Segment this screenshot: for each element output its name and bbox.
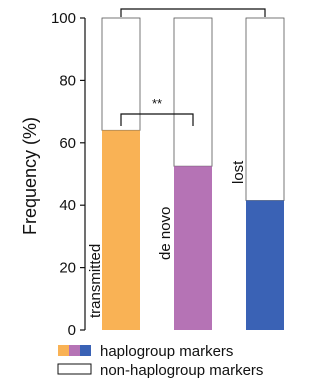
- y-tick-label: 20: [59, 260, 76, 277]
- y-axis-label: Frequency (%): [20, 117, 40, 235]
- y-axis-ticks: 0 20 40 60 80 100: [51, 10, 85, 339]
- legend-swatch-marker-blue: [80, 345, 91, 356]
- legend-label-non-haplogroup: non-haplogroup markers: [100, 362, 263, 379]
- bar-label-lost: lost: [230, 160, 247, 184]
- significance-label: **: [152, 96, 162, 111]
- bar-labels: transmitted de novo lost: [87, 160, 247, 318]
- bar-non-haplogroup-lost: [245, 17, 285, 201]
- bar-label-transmitted: transmitted: [87, 244, 104, 318]
- significance-bracket: [120, 113, 194, 126]
- bars: [101, 17, 285, 330]
- bar-haplogroup-transmitted: [102, 130, 140, 330]
- bar-haplogroup-lost: [246, 200, 284, 330]
- legend-label-haplogroup: haplogroup markers: [100, 343, 233, 360]
- legend-swatch-marker-orange: [58, 345, 69, 356]
- significance-bracket: [120, 8, 266, 17]
- legend-swatch-non-marker: [57, 363, 92, 375]
- significance-brackets: ******: [120, 0, 266, 126]
- bar-haplogroup-de-novo: [174, 166, 212, 330]
- y-tick-label: 0: [68, 322, 76, 339]
- legend-swatch-marker-purple: [69, 345, 80, 356]
- y-tick-label: 100: [51, 10, 76, 27]
- significance-label: ****: [183, 0, 203, 7]
- bar-label-de-novo: de novo: [157, 207, 174, 260]
- y-tick-label: 80: [59, 72, 76, 89]
- y-tick-label: 40: [59, 197, 76, 214]
- legend: haplogroup markers non-haplogroup marker…: [57, 343, 263, 379]
- y-tick-label: 60: [59, 135, 76, 152]
- bar-non-haplogroup-de-novo: [173, 17, 213, 167]
